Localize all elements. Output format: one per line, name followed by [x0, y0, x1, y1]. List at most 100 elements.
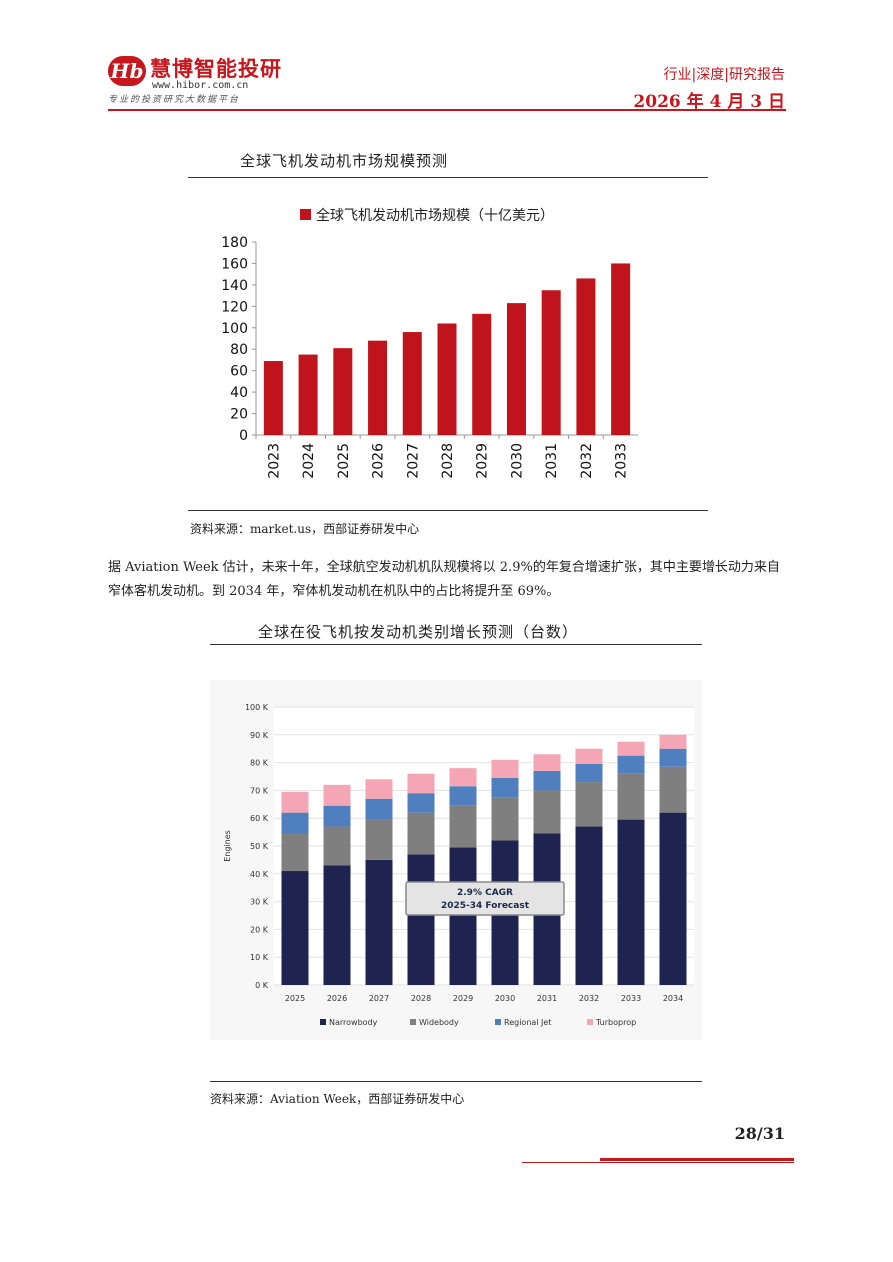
stack-segment-widebody: [533, 790, 561, 834]
x-tick-label: 2026: [327, 994, 347, 1003]
chart2-title: 全球在役飞机按发动机类别增长预测（台数）: [258, 623, 579, 641]
cagr-annotation: 2.9% CAGR 2025-34 Forecast: [405, 881, 565, 916]
stack-segment-regional-jet: [365, 798, 393, 820]
stack-segment-regional-jet: [449, 786, 477, 806]
brand-slogan: 专业的投资研究大数据平台: [108, 95, 241, 105]
y-tick-label: 30 K: [250, 898, 269, 907]
y-tick-label: 180: [221, 235, 248, 251]
stack-segment-regional-jet: [533, 770, 561, 791]
stack-segment-widebody: [575, 782, 603, 827]
stack-segment-turboprop: [617, 741, 645, 756]
brand-name: 慧博智能投研: [150, 57, 282, 81]
y-tick-label: 70 K: [250, 786, 269, 795]
bar: [506, 303, 526, 435]
chart1-bottom-rule: [188, 510, 708, 511]
report-date: 2026 年 4 月 3 日: [633, 92, 785, 112]
x-tick-label: 2031: [537, 994, 557, 1003]
y-tick-label: 80: [230, 342, 248, 358]
y-tick-label: 140: [221, 278, 248, 294]
stack-segment-narrowbody: [365, 859, 393, 985]
x-tick-label: 2032: [579, 443, 595, 479]
footer-accent-bar: [600, 1158, 794, 1161]
footer-rule: [522, 1162, 794, 1163]
x-tick-label: 2029: [453, 994, 473, 1003]
y-tick-label: 100: [221, 321, 248, 337]
stack-segment-regional-jet: [323, 805, 351, 827]
legend-swatch: [300, 209, 311, 220]
y-tick-label: 60 K: [250, 814, 269, 823]
engine-fleet-stacked-bar-chart: 0 K 10 K 20 K 30 K 40 K 50 K 60 K 70 K 80 K 90 K 1…: [223, 703, 694, 1027]
stack-segment-turboprop: [323, 784, 351, 806]
x-tick-label: 2027: [405, 443, 421, 479]
bar: [541, 290, 561, 435]
stack-segment-narrowbody: [659, 812, 687, 985]
y-tick-label: 120: [221, 299, 248, 315]
stack-segment-turboprop: [449, 768, 477, 787]
chart1-source: 资料来源：market.us，西部证券研发中心: [190, 522, 420, 536]
bar: [298, 354, 318, 435]
bar: [576, 278, 596, 435]
stack-segment-narrowbody: [281, 871, 309, 985]
header-divider: [108, 109, 786, 111]
stack-segment-widebody: [407, 812, 435, 855]
stack-segment-narrowbody: [323, 865, 351, 985]
x-tick-label: 2030: [495, 994, 515, 1003]
stack-segment-narrowbody: [407, 854, 435, 985]
y-tick-label: 40: [230, 385, 248, 401]
stack-segment-turboprop: [533, 754, 561, 771]
y-tick-label: 90 K: [250, 731, 269, 740]
y-tick-label: 20 K: [250, 925, 269, 934]
y-axis-title: Engines: [223, 830, 232, 862]
x-tick-label: 2028: [440, 443, 456, 479]
stack-segment-turboprop: [407, 773, 435, 794]
stack-segment-widebody: [659, 766, 687, 813]
bar: [368, 340, 388, 435]
x-tick-label: 2025: [336, 443, 352, 479]
stack-segment-narrowbody: [617, 819, 645, 985]
y-tick-label: 20: [230, 407, 248, 423]
stack-segment-widebody: [617, 773, 645, 820]
y-tick-label: 50 K: [250, 842, 269, 851]
stack-segment-regional-jet: [659, 748, 687, 767]
y-tick-label: 80 K: [250, 759, 269, 768]
y-tick-label: 60: [230, 364, 248, 380]
stack-segment-turboprop: [365, 779, 393, 799]
page-number: 28/31: [734, 1124, 785, 1143]
x-tick-label: 2027: [369, 994, 389, 1003]
stack-segment-turboprop: [281, 791, 309, 813]
stack-segment-widebody: [449, 805, 477, 848]
stack-segment-narrowbody: [449, 847, 477, 985]
x-tick-label: 2025: [285, 994, 305, 1003]
x-tick-label: 2026: [371, 443, 387, 479]
legend-label: Widebody: [419, 1018, 459, 1027]
y-tick-label: 100 K: [245, 703, 269, 712]
legend-swatch: [320, 1019, 326, 1025]
y-tick-label: 0: [239, 428, 248, 444]
x-tick-label: 2031: [544, 443, 560, 479]
x-tick-label: 2024: [301, 443, 317, 479]
x-tick-label: 2023: [266, 443, 282, 479]
annotation-line2: 2025-34 Forecast: [441, 901, 530, 911]
stack-segment-widebody: [365, 819, 393, 860]
stack-segment-regional-jet: [575, 763, 603, 783]
stack-segment-widebody: [281, 833, 309, 872]
bar: [472, 313, 492, 435]
stack-segment-turboprop: [491, 759, 519, 778]
x-tick-label: 2033: [614, 443, 630, 479]
stack-segment-narrowbody: [575, 826, 603, 985]
y-tick-label: 0 K: [255, 981, 269, 990]
market-size-bar-chart: 全球飞机发动机市场规模（十亿美元） 0 20 40 60 80 100 120 140 160 18…: [221, 207, 638, 479]
x-tick-label: 2033: [621, 994, 641, 1003]
bar: [437, 323, 457, 435]
stack-segment-widebody: [323, 826, 351, 866]
y-tick-label: 160: [221, 256, 248, 272]
stack-segment-regional-jet: [407, 793, 435, 813]
legend-label: Regional Jet: [504, 1018, 551, 1027]
annotation-box: [405, 881, 565, 916]
chart2-source: 资料来源：Aviation Week，西部证券研发中心: [210, 1092, 465, 1106]
stack-segment-widebody: [491, 797, 519, 841]
stack-segment-regional-jet: [281, 812, 309, 834]
brand-url[interactable]: www.hibor.com.cn: [152, 80, 249, 91]
chart1-title: 全球飞机发动机市场规模预测: [240, 152, 449, 170]
legend-label: Narrowbody: [329, 1018, 378, 1027]
